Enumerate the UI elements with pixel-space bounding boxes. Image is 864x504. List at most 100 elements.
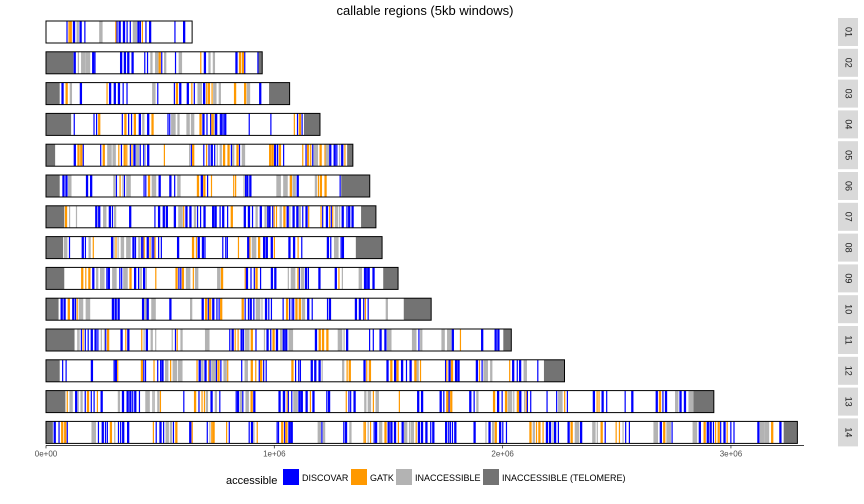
window-discovar (276, 144, 279, 167)
window-discovar (496, 390, 500, 413)
window-gatk (366, 359, 368, 382)
strip-background (838, 110, 858, 139)
window-discovar (282, 329, 285, 351)
window-discovar (204, 236, 206, 259)
window-discovar (339, 175, 341, 197)
window-gatk (133, 113, 137, 136)
window-discovar (379, 329, 382, 351)
window-discovar (105, 329, 107, 351)
window-inaccessible (91, 421, 97, 444)
window-discovar (244, 51, 246, 74)
window-discovar (160, 359, 162, 382)
window-discovar (201, 298, 204, 321)
window-gatk (207, 82, 211, 105)
window-gatk (318, 329, 321, 351)
window-discovar (145, 21, 147, 43)
window-inaccessible (491, 421, 495, 444)
window-discovar (430, 421, 432, 444)
window-discovar (132, 236, 135, 259)
window-discovar (330, 236, 332, 259)
window-discovar (193, 82, 195, 105)
strip-label-04: 04 (844, 119, 854, 129)
window-gatk (329, 205, 331, 228)
window-gatk (615, 421, 617, 444)
window-discovar (241, 359, 243, 382)
window-inaccessible (113, 175, 116, 197)
window-gatk (141, 21, 143, 43)
window-inaccessible (96, 267, 99, 290)
window-inaccessible (100, 267, 105, 290)
strip-label-12: 12 (844, 366, 854, 376)
window-inaccessible (178, 51, 183, 74)
window-discovar (604, 421, 606, 444)
window-gatk (200, 51, 202, 74)
window-gatk (203, 175, 206, 197)
window-gatk (203, 390, 206, 413)
window-discovar (142, 236, 144, 259)
window-discovar (270, 298, 273, 321)
window-discovar (274, 267, 277, 290)
window-gatk (450, 359, 454, 382)
telomere-right-07 (361, 205, 376, 228)
window-discovar (631, 390, 634, 413)
window-discovar (137, 267, 140, 290)
window-discovar (219, 113, 221, 136)
window-inaccessible (219, 144, 222, 167)
window-discovar (579, 421, 583, 444)
window-inaccessible (408, 421, 411, 444)
strip-background (838, 48, 858, 77)
facet-strip-14: 14 (838, 418, 858, 447)
window-discovar (526, 390, 528, 413)
window-discovar (218, 298, 220, 321)
telomere-right-11 (503, 329, 512, 351)
window-gatk (92, 236, 94, 259)
window-discovar (248, 421, 250, 444)
window-discovar (238, 144, 241, 167)
telomere-left-10 (46, 298, 59, 321)
window-gatk (273, 205, 275, 228)
window-discovar (779, 421, 782, 444)
strip-label-05: 05 (844, 150, 854, 160)
window-inaccessible (558, 390, 563, 413)
window-inaccessible (325, 144, 329, 167)
window-inaccessible (232, 144, 235, 167)
window-discovar (340, 236, 342, 259)
window-discovar (601, 390, 604, 413)
window-gatk (211, 113, 213, 136)
window-inaccessible (68, 205, 71, 228)
telomere-left-13 (46, 390, 66, 413)
window-discovar (628, 421, 630, 444)
window-gatk (226, 421, 228, 444)
window-discovar (302, 205, 304, 228)
window-discovar (247, 205, 251, 228)
window-discovar (127, 51, 130, 74)
chromosome-panel-11 (45, 328, 512, 352)
window-discovar (250, 421, 254, 444)
window-inaccessible (441, 329, 445, 351)
window-discovar (84, 390, 86, 413)
legend-swatch (283, 469, 299, 485)
window-discovar (341, 144, 344, 167)
strip-label-01: 01 (844, 27, 854, 37)
window-gatk (204, 298, 208, 321)
window-inaccessible (152, 390, 154, 413)
window-discovar (545, 421, 549, 444)
window-gatk (152, 421, 154, 444)
window-discovar (247, 298, 250, 321)
window-inaccessible (186, 113, 190, 136)
window-discovar (141, 298, 145, 321)
window-discovar (556, 390, 558, 413)
window-gatk (297, 267, 299, 290)
window-inaccessible (223, 359, 227, 382)
window-discovar (113, 82, 116, 105)
window-discovar (473, 421, 476, 444)
window-inaccessible (292, 175, 296, 197)
window-discovar (118, 21, 121, 43)
window-gatk (250, 390, 253, 413)
window-inaccessible (171, 329, 173, 351)
window-discovar (93, 113, 95, 136)
window-discovar (97, 329, 99, 351)
window-gatk (151, 113, 154, 136)
facet-strip-10: 10 (838, 295, 858, 324)
